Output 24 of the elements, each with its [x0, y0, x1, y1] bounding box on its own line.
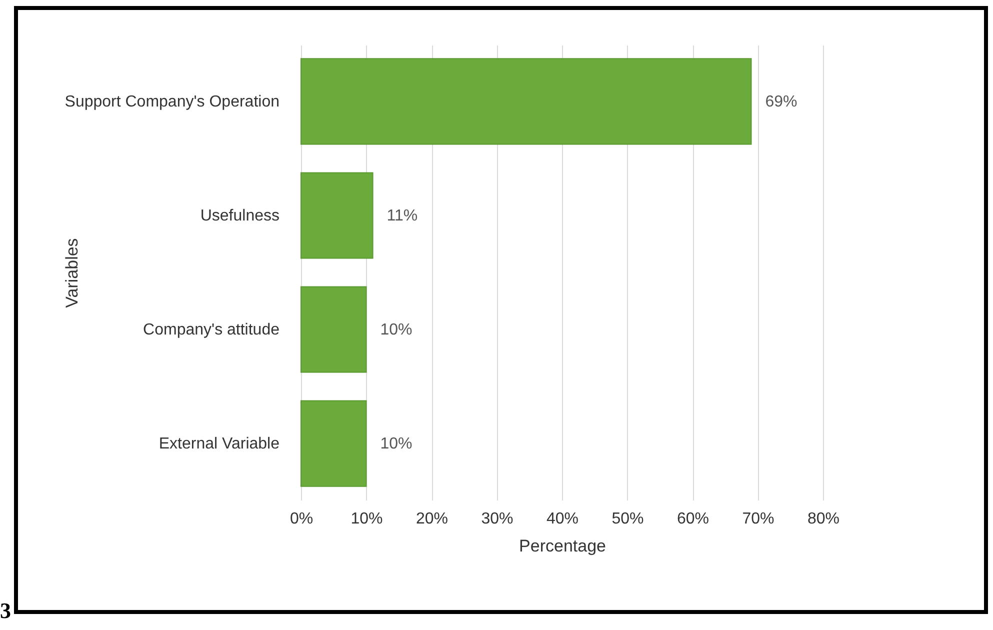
data-label: 10%: [380, 436, 412, 453]
text: 3: [0, 598, 11, 624]
data-label: 11%: [386, 207, 418, 224]
bar: [300, 400, 367, 487]
x-tick-label: 40%: [546, 510, 579, 528]
y-tick-label: Company's attitude: [143, 322, 280, 339]
x-tick-label: 60%: [676, 510, 710, 528]
y-tick-label: Support Company's Operation: [64, 93, 280, 110]
x-tick-label: 30%: [481, 510, 514, 528]
x-axis-title: Percentage: [519, 536, 606, 556]
data-label: 69%: [765, 93, 798, 110]
x-tick-label: 80%: [807, 510, 840, 528]
bar: [300, 58, 752, 145]
bar: [300, 172, 374, 259]
y-tick-label: Usefulness: [200, 207, 280, 224]
y-tick-label: External Variable: [158, 436, 280, 453]
data-label: 10%: [380, 322, 412, 339]
x-tick-label: 10%: [350, 510, 383, 528]
x-tick-label: 70%: [742, 510, 774, 528]
x-tick-label: 20%: [416, 510, 448, 528]
y-axis-title: Variables: [62, 238, 82, 308]
x-tick-label: 0%: [290, 510, 314, 528]
x-tick-label: 50%: [612, 510, 644, 528]
bar: [300, 286, 367, 373]
